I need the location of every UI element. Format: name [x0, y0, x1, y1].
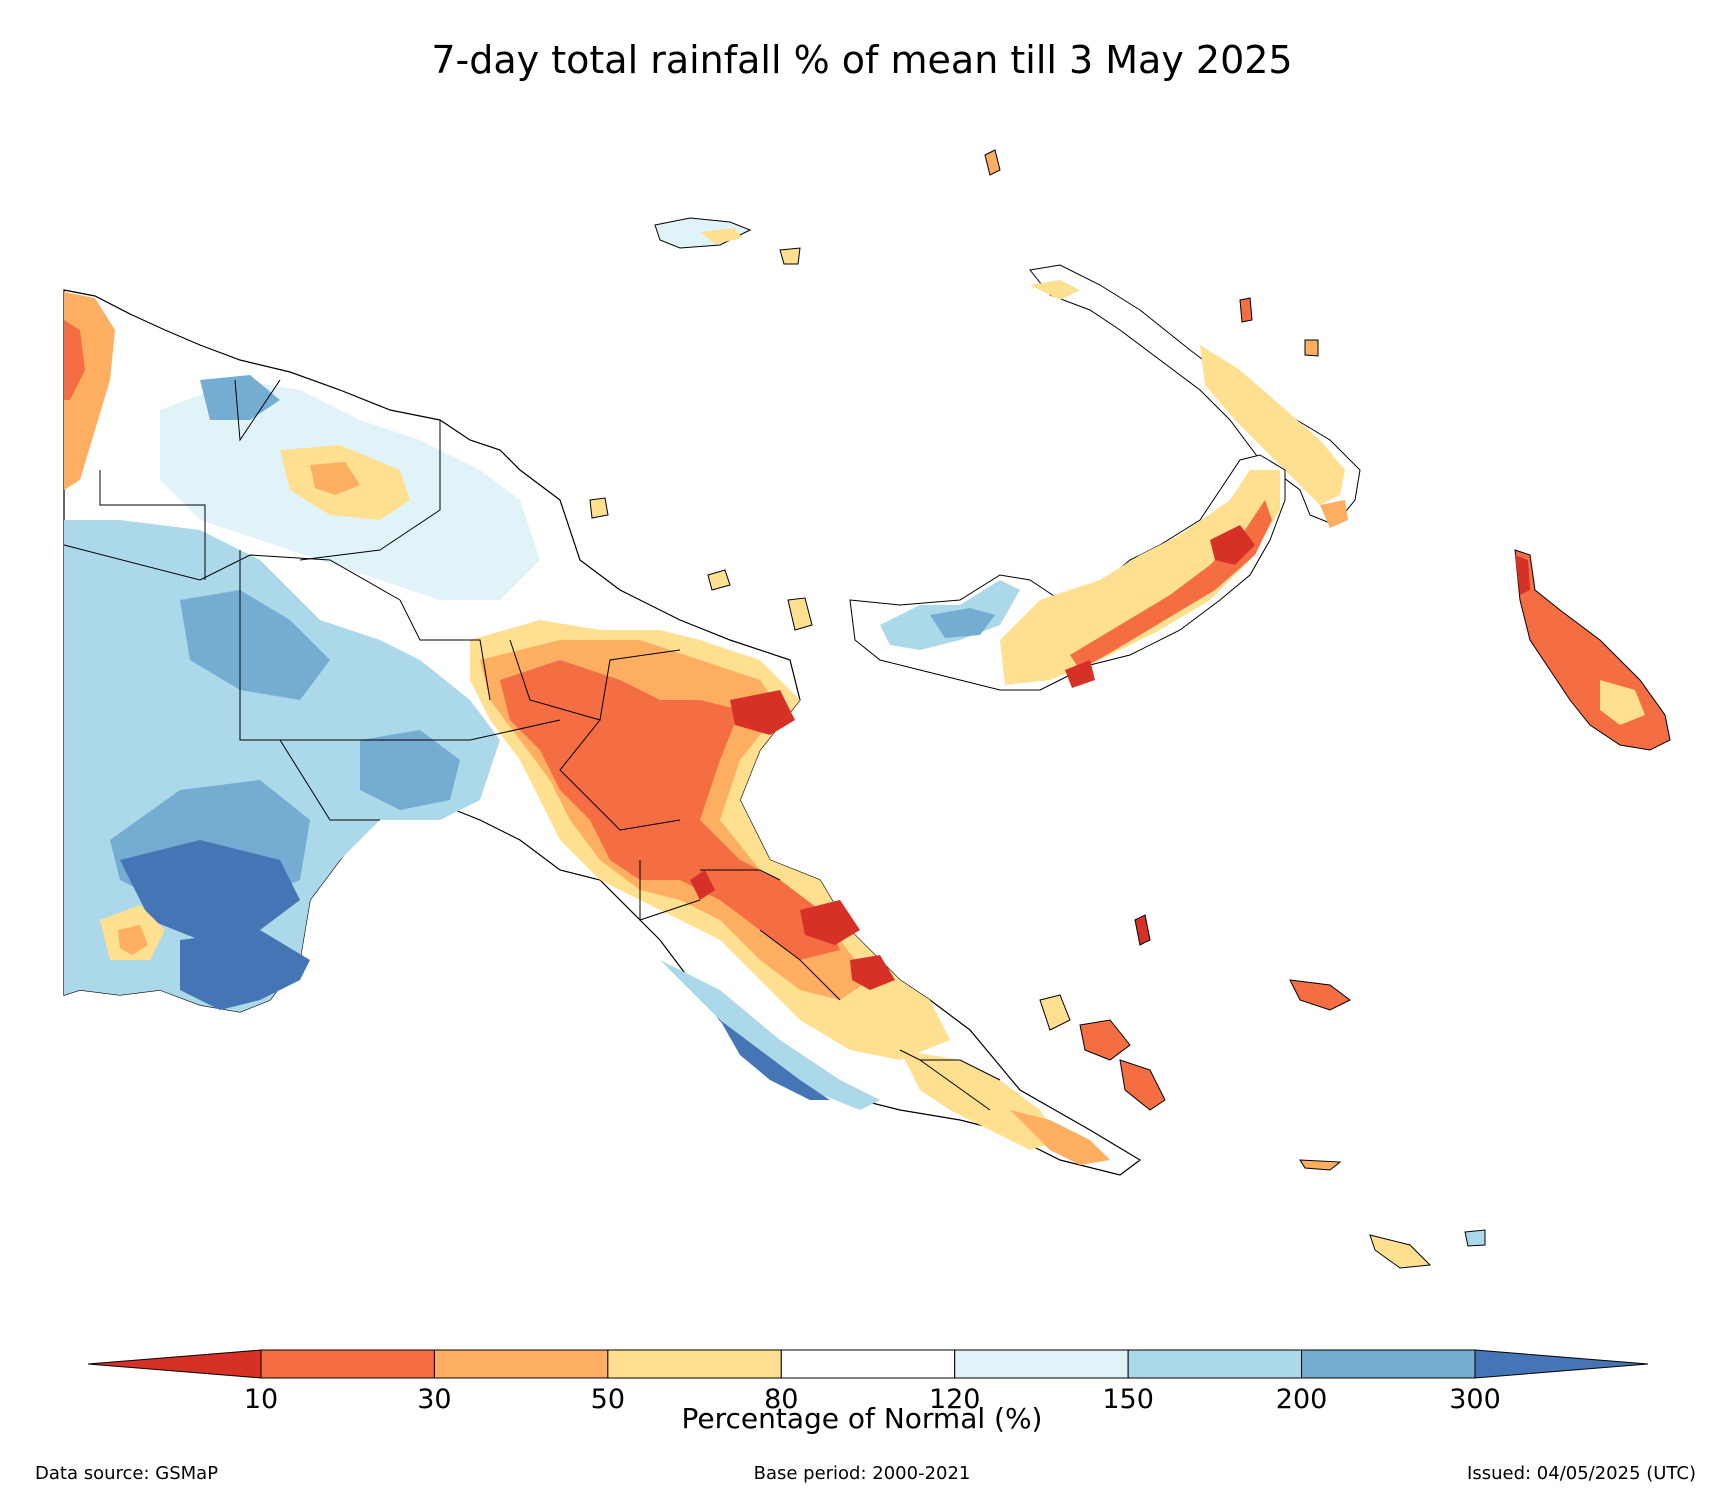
map-title: 7-day total rainfall % of mean till 3 Ma…	[431, 38, 1293, 82]
data-source-text: Data source: GSMaP	[35, 1463, 219, 1484]
mussau-island	[984, 149, 1001, 176]
colorbar-extend-high	[1474, 1349, 1649, 1379]
colorbar-segment	[954, 1349, 1129, 1379]
new-britain-west-darker	[930, 608, 995, 638]
issued-text: Issued: 04/05/2025 (UTC)	[1467, 1463, 1696, 1484]
new-britain-yellow	[1000, 470, 1280, 685]
colorbar-segment	[1127, 1349, 1303, 1379]
long-island	[707, 569, 731, 591]
new-ireland	[984, 149, 1361, 528]
new-ireland-yellow	[1200, 345, 1345, 505]
colorbar-extend-low	[87, 1349, 262, 1379]
southeast-coast-blue	[660, 960, 880, 1110]
southeast-tail-yellow	[900, 1050, 1060, 1150]
colorbar-tick-label: 10	[244, 1384, 278, 1415]
north-coast-islands	[589, 497, 813, 631]
colorbar-segment	[260, 1349, 435, 1379]
blue-patch-center	[180, 590, 330, 700]
west-edge-very-dry	[64, 320, 85, 400]
fergusson-island	[1079, 1019, 1131, 1061]
tabar-island	[1239, 297, 1253, 323]
colorbar-tick-label: 200	[1276, 1384, 1328, 1415]
southeast-islands	[1039, 914, 1486, 1269]
highlands-red-core-4	[690, 870, 715, 900]
new-britain-red-core-west	[1065, 660, 1095, 688]
new-britain-red-orange	[1070, 500, 1272, 670]
new-ireland-south-tip	[1320, 500, 1348, 528]
orange-patch-north	[310, 462, 360, 495]
colorbar-label: Percentage of Normal (%)	[681, 1402, 1043, 1435]
colorbar-tick-label: 30	[417, 1384, 451, 1415]
bougainville	[1514, 549, 1671, 751]
manus-islands	[654, 217, 801, 265]
colorbar-segment	[433, 1349, 609, 1379]
mainland	[63, 289, 1142, 1176]
colorbar-tick-label: 300	[1449, 1384, 1501, 1415]
southeast-tail-orange	[1010, 1110, 1110, 1165]
misima-island	[1299, 1159, 1342, 1171]
blue-east-ridge	[360, 730, 460, 810]
colorbar-tick-label: 120	[929, 1384, 981, 1415]
umboi-island	[787, 597, 813, 631]
highlands-red-core-2	[800, 900, 860, 945]
new-britain-red-core	[1210, 525, 1255, 565]
dark-blue-southwest-coast	[180, 930, 310, 1010]
manus-small-east	[779, 247, 801, 265]
highlands-red-orange	[500, 660, 840, 960]
bougainville-red	[1515, 555, 1530, 595]
colorbar-segment	[607, 1349, 782, 1379]
highlands-red-core-3	[850, 955, 895, 990]
colorbar-tick-label: 150	[1102, 1384, 1154, 1415]
lihir-island	[1304, 339, 1319, 357]
colorbar-tick-label: 50	[591, 1384, 625, 1415]
province-borders	[63, 379, 1001, 1111]
bougainville-yellow-patch	[1600, 680, 1645, 725]
colorbar: 10 30 50 80 120 150 200 300	[87, 1349, 1649, 1415]
karkar-island	[589, 497, 609, 519]
base-period-text: Base period: 2000-2021	[753, 1463, 971, 1484]
dark-blue-south	[120, 840, 300, 940]
blue-patch-north	[200, 375, 280, 420]
new-britain	[849, 454, 1286, 691]
southwest-orange	[118, 925, 148, 955]
trobriand-island	[1134, 914, 1151, 946]
normanby-island	[1119, 1059, 1166, 1111]
colorbar-segment	[780, 1349, 956, 1379]
goodenough-island	[1039, 994, 1071, 1031]
manus-yellow	[700, 228, 742, 244]
highlands-red-core-1	[730, 690, 795, 735]
colorbar-segment	[1301, 1349, 1476, 1379]
rossel-island	[1464, 1229, 1486, 1247]
woodlark-island	[1289, 979, 1351, 1011]
colorbar-tick-label: 80	[764, 1384, 798, 1415]
bougainville-island	[1514, 549, 1671, 751]
tagula-island	[1369, 1234, 1432, 1269]
new-hanover-yellow	[1030, 280, 1080, 300]
